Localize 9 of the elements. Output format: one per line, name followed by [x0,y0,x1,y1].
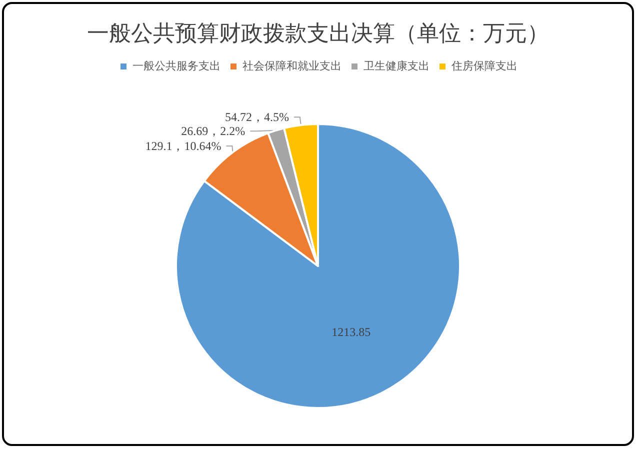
data-label: 1213.85 [332,325,371,340]
legend-label: 一般公共服务支出 [132,60,220,72]
data-label: 26.69，2.2% [181,124,246,138]
chart-title: 一般公共预算财政拨款支出决算（单位：万元） [87,22,549,46]
legend-label: 住房保障支出 [452,60,518,72]
data-label: 54.72，4.5% [224,110,289,124]
legend-label: 社会保障和就业支出 [242,60,342,72]
data-label: 129.1，10.64% [145,139,222,154]
legend-label: 卫生健康支出 [364,60,430,72]
